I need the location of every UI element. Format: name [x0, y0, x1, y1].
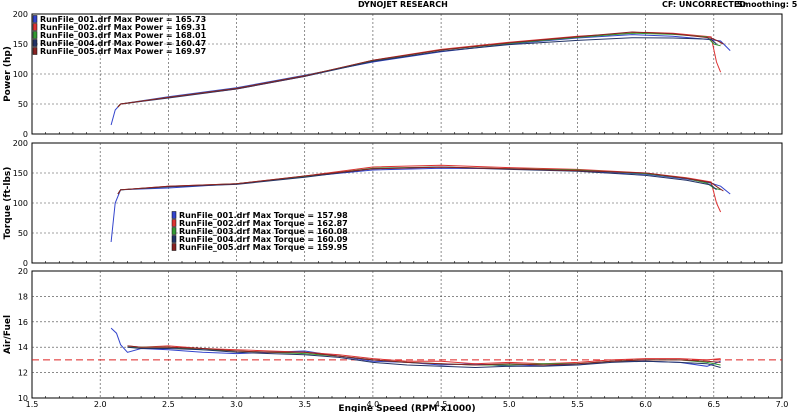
power-series-4	[117, 37, 717, 108]
power-y-tick-label: 50	[18, 100, 28, 109]
torque-legend-swatch	[171, 219, 177, 227]
torque-legend-entry: RunFile_001.drf Max Torque = 157.98	[179, 211, 348, 220]
smoothing-label: Smoothing: 5	[737, 0, 798, 9]
power-y-tick-label: 0	[23, 130, 28, 139]
power-y-tick-label: 150	[13, 40, 28, 49]
torque-y-tick-label: 50	[18, 229, 28, 238]
air_fuel-y-tick-label: 18	[18, 292, 28, 301]
x-tick-label: 3.5	[298, 400, 311, 409]
x-axis-title: Engine Speed (RPM x1000)	[338, 404, 475, 412]
torque-y-tick-label: 100	[13, 199, 28, 208]
correction-factor-label: CF: UNCORRECTED	[662, 0, 746, 9]
x-tick-label: 4.0	[367, 400, 380, 409]
torque-legend-entry: RunFile_005.drf Max Torque = 159.95	[179, 243, 348, 252]
power-legend-swatch	[32, 39, 38, 47]
x-tick-label: 6.5	[707, 400, 720, 409]
power-legend-swatch	[32, 23, 38, 31]
torque-y-tick-label: 200	[13, 139, 28, 148]
power-legend-swatch	[32, 31, 38, 39]
power-legend-swatch	[32, 47, 38, 55]
torque-legend-entry: RunFile_003.drf Max Torque = 160.08	[179, 227, 348, 236]
power-legend-swatch	[32, 15, 38, 23]
x-tick-label: 7.0	[776, 400, 789, 409]
air_fuel-plot-area	[31, 270, 783, 399]
x-tick-label: 5.5	[571, 400, 584, 409]
torque-legend-swatch	[171, 227, 177, 235]
x-tick-label: 4.5	[435, 400, 448, 409]
air_fuel-series-5	[127, 345, 721, 366]
torque-legend-swatch	[171, 211, 177, 219]
x-tick-label: 5.0	[503, 400, 516, 409]
power-y-tick-label: 100	[13, 70, 28, 79]
power-y-axis-title: Power (hp)	[3, 46, 13, 102]
power-series-5	[117, 31, 724, 108]
x-tick-label: 6.0	[639, 400, 652, 409]
air_fuel-y-tick-label: 14	[18, 343, 28, 352]
x-tick-label: 3.0	[230, 400, 243, 409]
air_fuel-y-tick-label: 16	[18, 318, 28, 327]
air_fuel-y-tick-label: 12	[18, 369, 28, 378]
power-legend-entry: RunFile_003.drf Max Power = 168.01	[40, 31, 207, 40]
air_fuel-y-tick-label: 10	[18, 394, 28, 403]
torque-legend-swatch	[171, 235, 177, 243]
x-tick-label: 2.0	[94, 400, 107, 409]
torque-y-tick-label: 0	[23, 259, 28, 268]
x-tick-label: 2.5	[162, 400, 175, 409]
torque-y-axis-title: Torque (ft-lbs)	[3, 167, 13, 240]
torque-legend-entry: RunFile_002.drf Max Torque = 162.87	[179, 219, 348, 228]
power-legend-entry: RunFile_005.drf Max Power = 169.97	[40, 47, 206, 56]
torque-y-tick-label: 150	[13, 169, 28, 178]
power-y-tick-label: 200	[13, 10, 28, 19]
air_fuel-series-4	[127, 346, 721, 369]
chart-title: DYNOJET RESEARCH	[358, 0, 448, 9]
air_fuel-y-axis-title: Air/Fuel	[3, 315, 13, 354]
x-tick-label: 1.5	[26, 400, 39, 409]
power-legend-entry: RunFile_004.drf Max Power = 160.47	[40, 39, 206, 48]
power-legend-entry: RunFile_002.drf Max Power = 169.31	[40, 23, 207, 32]
torque-legend-swatch	[171, 243, 177, 251]
torque-series-5	[117, 166, 724, 195]
torque-legend-entry: RunFile_004.drf Max Torque = 160.09	[179, 235, 348, 244]
air_fuel-y-tick-label: 20	[18, 267, 28, 276]
power-legend-entry: RunFile_001.drf Max Power = 165.73	[40, 15, 206, 24]
